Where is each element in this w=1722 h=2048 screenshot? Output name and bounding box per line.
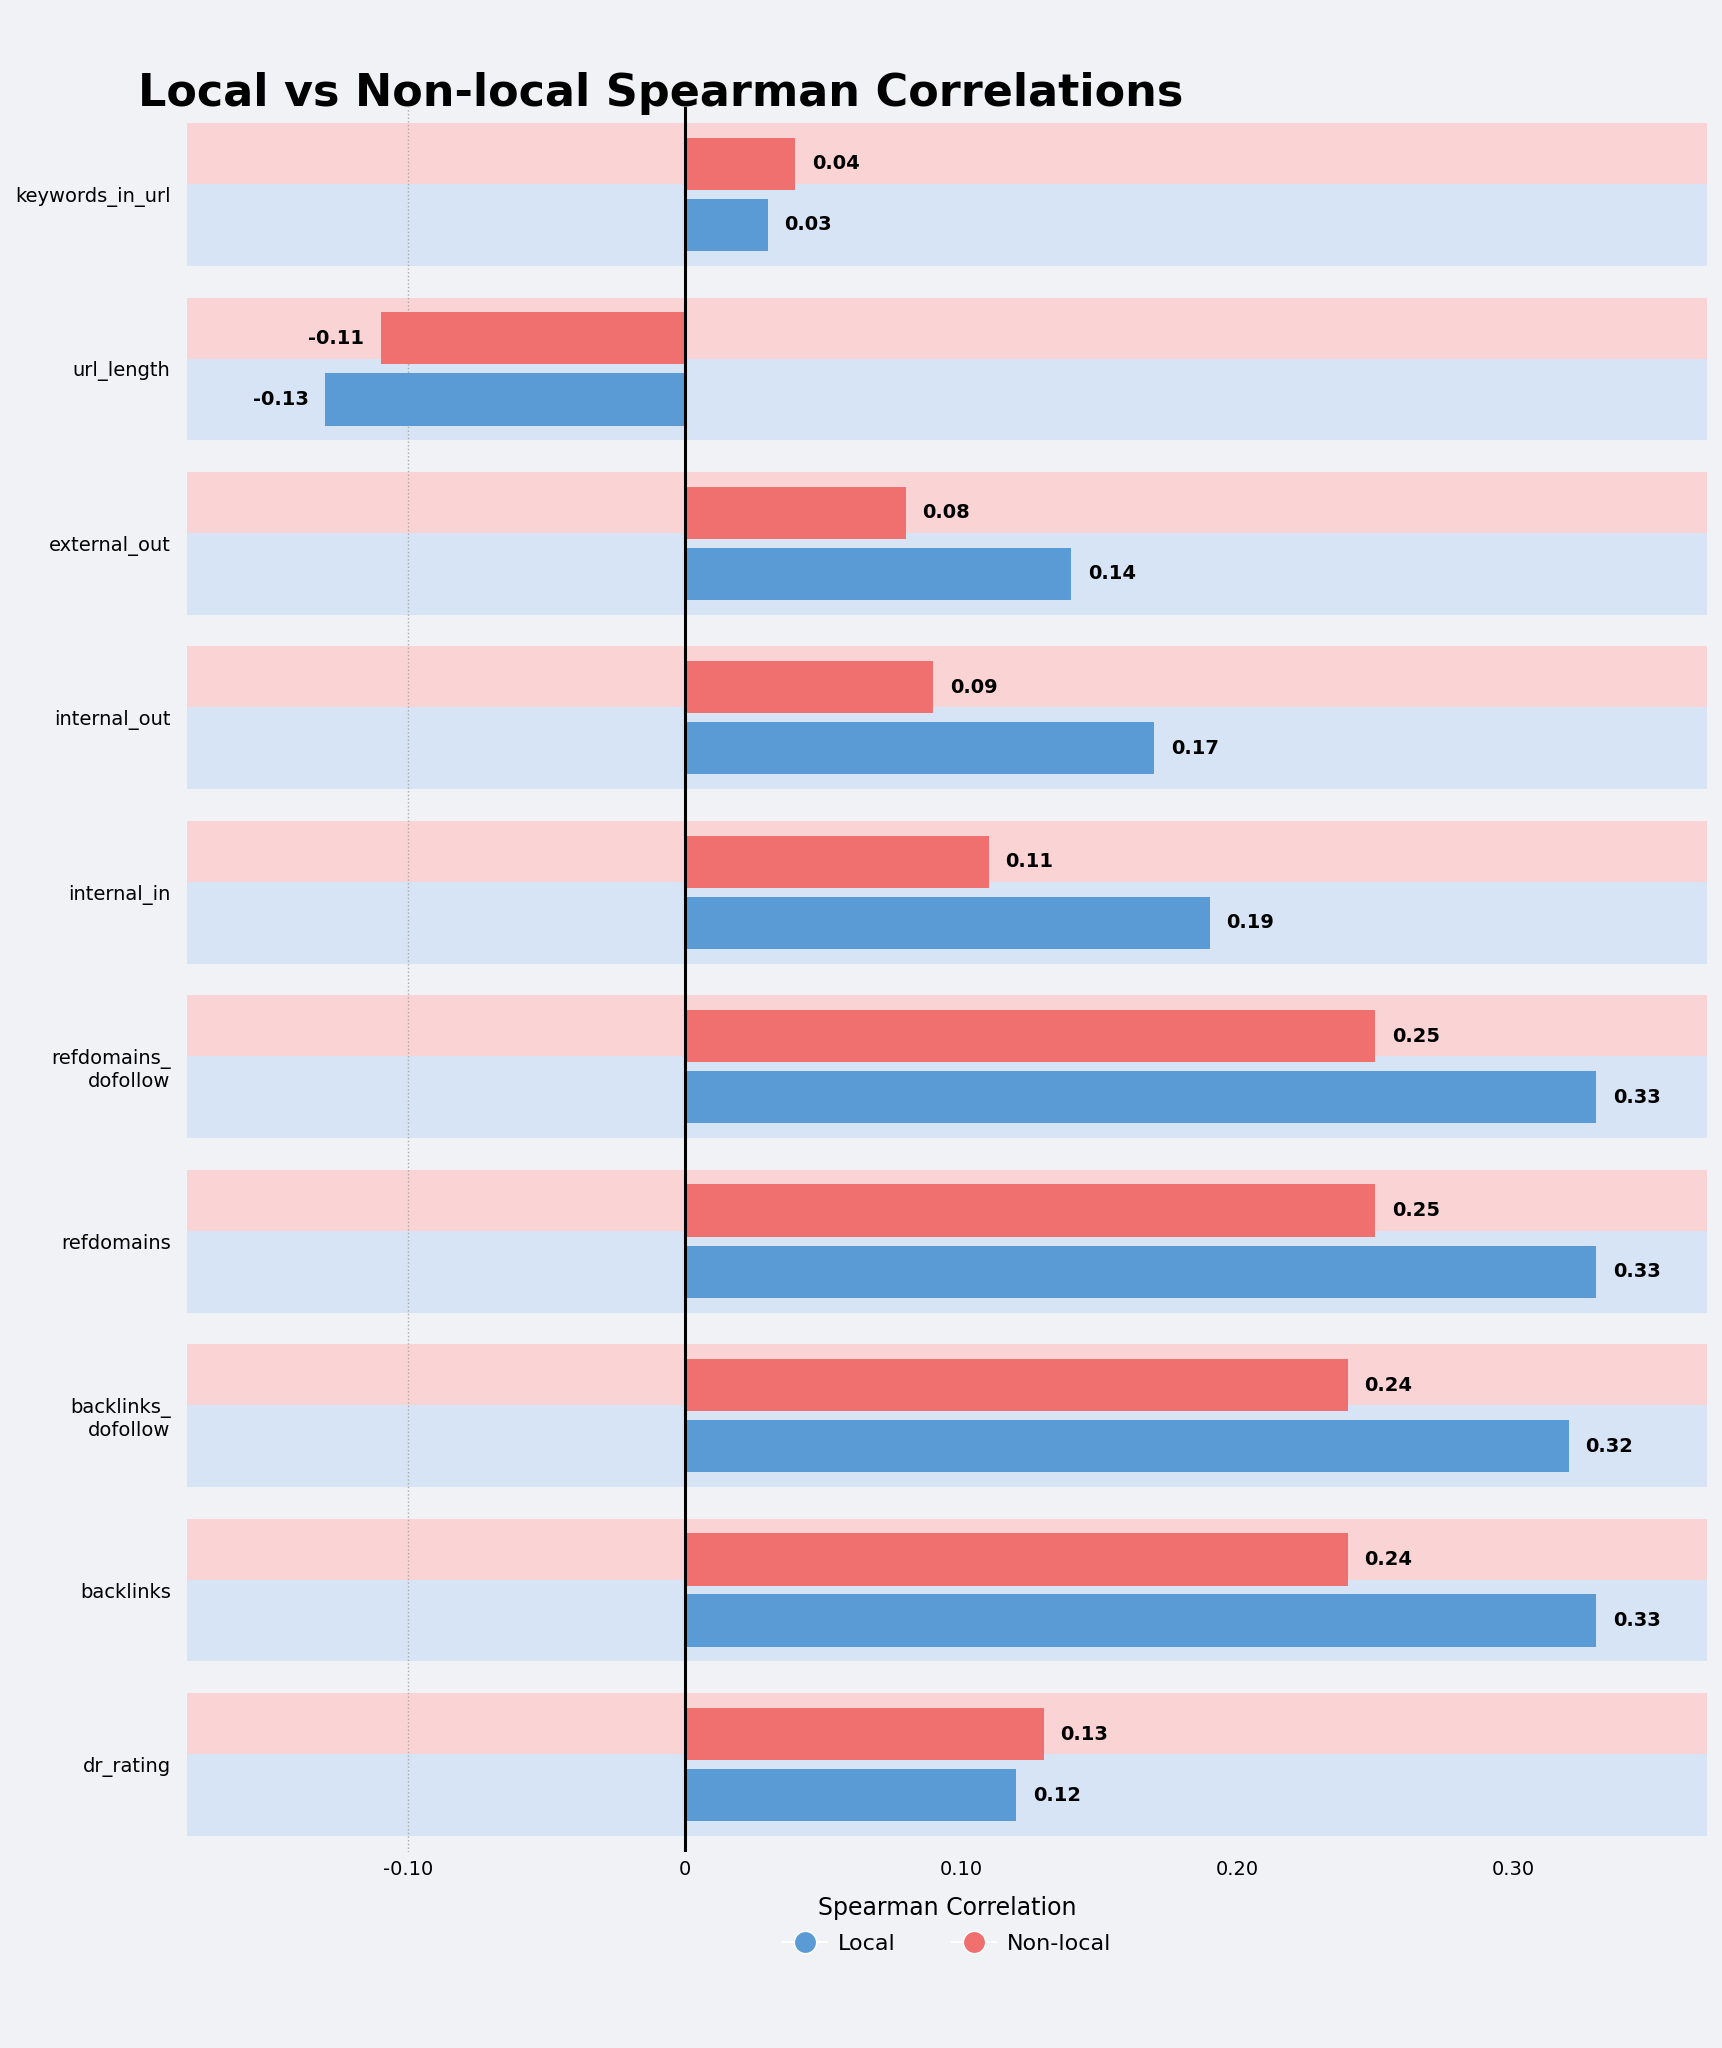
Bar <box>188 1169 1707 1251</box>
Bar <box>685 723 1154 774</box>
Text: 0.25: 0.25 <box>1391 1026 1440 1047</box>
Bar <box>188 471 1707 553</box>
Bar <box>685 1769 1016 1821</box>
Bar <box>188 1579 1707 1661</box>
Bar <box>188 1755 1707 1835</box>
Bar <box>188 1231 1707 1313</box>
Text: 0.24: 0.24 <box>1364 1550 1412 1569</box>
Bar <box>685 199 768 252</box>
Text: 0.33: 0.33 <box>1614 1262 1660 1282</box>
Bar <box>685 1071 1596 1124</box>
Bar <box>685 1708 1044 1759</box>
Bar <box>325 373 685 426</box>
Bar <box>381 311 685 365</box>
Text: -0.13: -0.13 <box>253 389 308 410</box>
Text: 0.32: 0.32 <box>1586 1438 1632 1456</box>
Text: 0.24: 0.24 <box>1364 1376 1412 1395</box>
Bar <box>685 1010 1376 1063</box>
Text: 0.17: 0.17 <box>1171 739 1219 758</box>
Bar <box>685 897 1209 948</box>
Bar <box>188 883 1707 965</box>
Bar <box>188 123 1707 205</box>
Text: 0.12: 0.12 <box>1033 1786 1081 1804</box>
Bar <box>685 1360 1348 1411</box>
Text: 0.08: 0.08 <box>923 504 969 522</box>
Text: 0.19: 0.19 <box>1226 913 1274 932</box>
Bar <box>188 184 1707 266</box>
Bar <box>188 707 1707 788</box>
Bar <box>188 1694 1707 1776</box>
Text: 0.11: 0.11 <box>1006 852 1054 870</box>
Bar <box>685 1184 1376 1237</box>
Bar <box>188 532 1707 614</box>
Bar <box>188 1520 1707 1599</box>
Bar <box>685 487 906 539</box>
Bar <box>685 1245 1596 1298</box>
Bar <box>188 647 1707 729</box>
Bar <box>685 662 933 713</box>
Text: 0.33: 0.33 <box>1614 1087 1660 1106</box>
Text: 0.09: 0.09 <box>951 678 997 696</box>
Bar <box>188 821 1707 903</box>
Bar <box>685 137 796 190</box>
Text: 0.03: 0.03 <box>784 215 832 233</box>
Legend: Local, Non-local: Local, Non-local <box>773 1925 1121 1962</box>
Text: 0.13: 0.13 <box>1061 1724 1109 1743</box>
Text: -0.11: -0.11 <box>308 330 363 348</box>
Bar <box>188 1057 1707 1139</box>
Text: 0.25: 0.25 <box>1391 1200 1440 1221</box>
X-axis label: Spearman Correlation: Spearman Correlation <box>818 1896 1076 1919</box>
Bar <box>685 1595 1596 1647</box>
Bar <box>188 1343 1707 1425</box>
Bar <box>188 358 1707 440</box>
Bar <box>685 1419 1569 1473</box>
Bar <box>188 1405 1707 1487</box>
Text: 0.33: 0.33 <box>1614 1612 1660 1630</box>
Bar <box>188 995 1707 1077</box>
Text: Local vs Non-local Spearman Correlations: Local vs Non-local Spearman Correlations <box>138 72 1183 115</box>
Bar <box>685 1534 1348 1585</box>
Text: 0.14: 0.14 <box>1088 565 1137 584</box>
Bar <box>685 836 988 889</box>
Bar <box>685 547 1071 600</box>
Bar <box>188 297 1707 379</box>
Text: 0.04: 0.04 <box>811 154 859 174</box>
